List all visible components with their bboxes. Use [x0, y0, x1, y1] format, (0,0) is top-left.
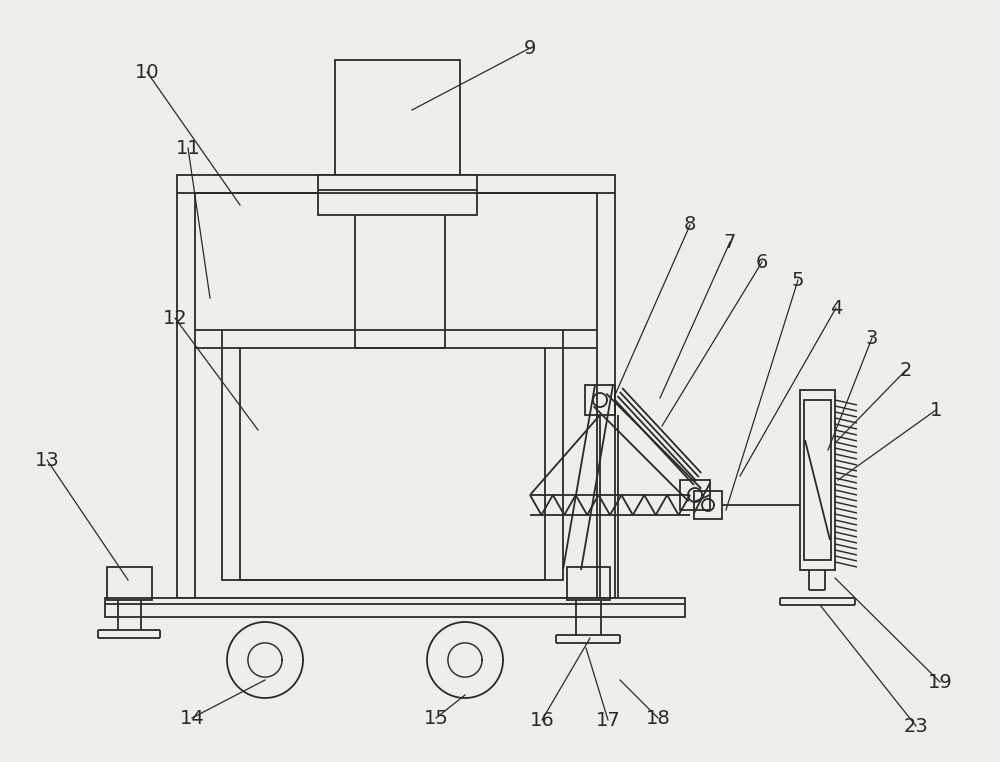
Text: 4: 4 [830, 299, 842, 318]
Text: 16: 16 [530, 710, 554, 729]
Text: 8: 8 [684, 216, 696, 235]
Text: 1: 1 [930, 401, 942, 420]
Text: 6: 6 [756, 252, 768, 271]
Bar [585, 385, 615, 415]
Bar [680, 480, 710, 510]
Text: 7: 7 [724, 232, 736, 251]
Text: 5: 5 [792, 271, 804, 290]
Bar [105, 598, 685, 617]
Text: 3: 3 [866, 328, 878, 347]
Bar [222, 330, 563, 580]
Bar [800, 390, 835, 570]
Text: 23: 23 [904, 716, 928, 735]
Bar [177, 175, 615, 598]
Bar [318, 175, 477, 215]
Text: 10: 10 [135, 62, 159, 82]
Text: 14: 14 [180, 709, 204, 728]
Bar [694, 491, 722, 519]
Text: 12: 12 [163, 309, 187, 328]
Bar [195, 193, 597, 598]
Text: 9: 9 [524, 39, 536, 57]
Bar [107, 567, 152, 600]
Text: 19: 19 [928, 673, 952, 691]
Bar [804, 400, 831, 560]
Bar [335, 60, 460, 175]
Text: 15: 15 [424, 709, 448, 728]
Text: 2: 2 [900, 360, 912, 379]
Bar [567, 567, 610, 600]
Text: 17: 17 [596, 710, 620, 729]
Text: 11: 11 [176, 139, 200, 158]
Bar [240, 348, 545, 580]
Text: 13: 13 [35, 450, 59, 469]
Text: 18: 18 [646, 709, 670, 728]
